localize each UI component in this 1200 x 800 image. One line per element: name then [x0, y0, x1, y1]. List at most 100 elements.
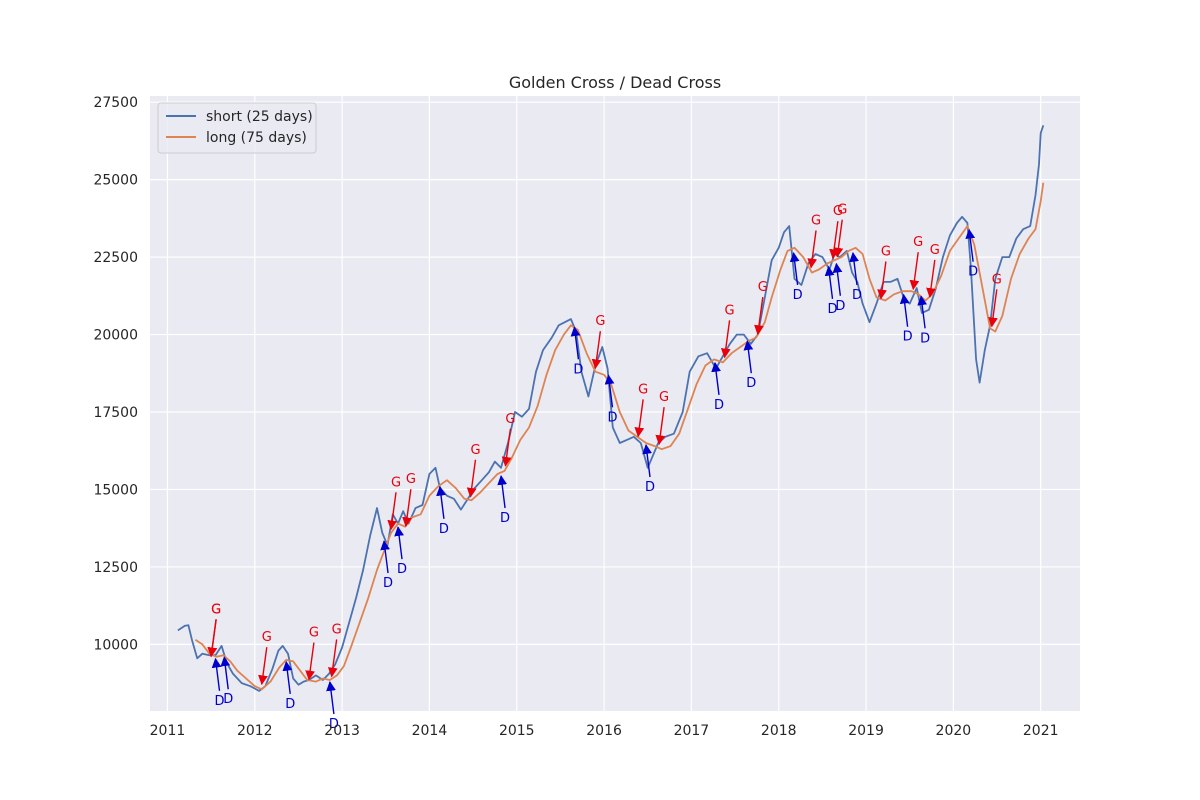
x-tick-label: 2017: [674, 723, 710, 739]
dead-cross-label: D: [223, 692, 233, 707]
golden-cross-arrow: [466, 459, 477, 498]
tick-layer: 2011 2012 2013 2014 2015 2016 2017 2018 2019 2020…: [93, 95, 1058, 739]
dead-cross-label: D: [746, 376, 756, 391]
dead-cross-arrow: [917, 295, 928, 329]
dead-cross-arrow: [832, 262, 843, 296]
golden-cross-label: G: [595, 314, 605, 329]
dead-cross-arrow: [211, 657, 222, 691]
dead-cross-label: D: [329, 717, 339, 732]
dead-cross-arrow: [743, 340, 754, 374]
y-tick-label: 17500: [93, 405, 138, 421]
x-tick-label: 2016: [586, 723, 622, 739]
legend-label-short: short (25 days): [206, 109, 313, 125]
golden-cross-label: G: [725, 303, 735, 318]
golden-cross-arrow: [305, 642, 315, 681]
legend-box: [157, 102, 317, 154]
golden-cross-arrow: [207, 619, 218, 658]
golden-cross-label: G: [758, 280, 768, 295]
dead-cross-label: D: [835, 299, 845, 314]
dead-cross-label: D: [852, 288, 862, 303]
golden-cross-arrow: [877, 261, 887, 300]
dead-cross-label: D: [500, 511, 510, 526]
dead-cross-arrow: [824, 265, 835, 299]
legend-label-long: long (75 days): [206, 130, 307, 146]
golden-cross-label: G: [262, 630, 272, 645]
golden-cross-arrow: [807, 230, 818, 269]
y-tick-label: 25000: [93, 173, 138, 189]
dead-cross-label: D: [920, 331, 930, 346]
golden-cross-arrow: [720, 320, 731, 359]
legend: short (25 days) long (75 days): [157, 102, 317, 154]
golden-cross-arrow: [387, 492, 398, 531]
dead-cross-label: D: [793, 288, 803, 303]
golden-cross-arrow: [402, 489, 412, 528]
golden-cross-label: G: [332, 622, 342, 637]
x-tick-label: 2015: [499, 723, 535, 739]
golden-cross-arrow: [634, 399, 645, 438]
dead-cross-label: D: [285, 697, 295, 712]
dead-cross-arrow: [570, 326, 581, 360]
x-tick-label: 2012: [237, 723, 273, 739]
dead-cross-arrow: [380, 540, 390, 574]
golden-cross-label: G: [406, 472, 416, 487]
x-tick-label: 2020: [936, 723, 972, 739]
dead-cross-label: D: [714, 398, 724, 413]
x-tick-label: 2013: [324, 723, 360, 739]
golden-cross-arrow: [327, 639, 338, 678]
x-tick-label: 2018: [761, 723, 797, 739]
golden-cross-arrow: [754, 297, 764, 336]
golden-cross-label: G: [837, 203, 847, 218]
golden-cross-arrow: [909, 252, 920, 291]
dead-cross-label: D: [573, 362, 583, 377]
dead-cross-arrow: [789, 251, 800, 285]
dead-cross-arrow: [282, 660, 293, 694]
plot-area: [150, 96, 1080, 711]
dead-cross-label: D: [607, 410, 617, 425]
dead-cross-label: D: [397, 562, 407, 577]
dead-cross-arrow: [436, 485, 446, 519]
dead-cross-arrow: [711, 361, 721, 395]
golden-cross-label: G: [211, 602, 221, 617]
golden-cross-label: G: [470, 443, 480, 458]
golden-cross-arrow: [926, 259, 936, 298]
golden-cross-arrow: [591, 331, 602, 370]
golden-cross-arrow: [501, 428, 512, 467]
y-tick-label: 27500: [93, 95, 138, 111]
golden-cross-label: G: [930, 243, 940, 258]
golden-cross-arrow: [988, 289, 998, 328]
dead-cross-label: D: [383, 576, 393, 591]
golden-cross-arrow: [655, 407, 666, 446]
dead-cross-arrow: [899, 293, 910, 327]
dead-cross-label: D: [903, 330, 913, 345]
golden-cross-label: G: [659, 390, 669, 405]
golden-cross-label: G: [638, 382, 648, 397]
golden-cross-label: G: [505, 412, 515, 427]
dead-cross-arrow: [965, 228, 976, 262]
grid-layer: [150, 96, 1080, 711]
golden-cross-label: G: [309, 626, 319, 641]
dead-cross-arrow: [394, 526, 404, 560]
x-tick-label: 2021: [1023, 723, 1059, 739]
dead-cross-label: D: [968, 265, 978, 280]
dead-cross-label: D: [827, 302, 837, 317]
dead-cross-arrow: [849, 251, 859, 285]
y-tick-label: 22500: [93, 250, 138, 266]
y-tick-label: 12500: [93, 560, 138, 576]
dead-cross-arrow: [642, 444, 652, 478]
chart-title: Golden Cross / Dead Cross: [509, 73, 721, 92]
y-tick-label: 10000: [93, 637, 138, 653]
dead-cross-arrow: [604, 374, 615, 408]
dead-cross-label: D: [439, 522, 449, 537]
golden-cross-label: G: [913, 235, 923, 250]
golden-cross-label: G: [211, 602, 221, 617]
y-tick-label: 20000: [93, 328, 138, 344]
golden-cross-label: G: [881, 244, 891, 259]
dead-cross-arrow: [326, 681, 336, 715]
golden-cross-label: G: [391, 475, 401, 490]
dead-cross-arrow: [497, 475, 507, 509]
x-tick-label: 2019: [848, 723, 884, 739]
golden-cross-arrow: [833, 219, 844, 258]
golden-cross-label: G: [992, 272, 1002, 287]
